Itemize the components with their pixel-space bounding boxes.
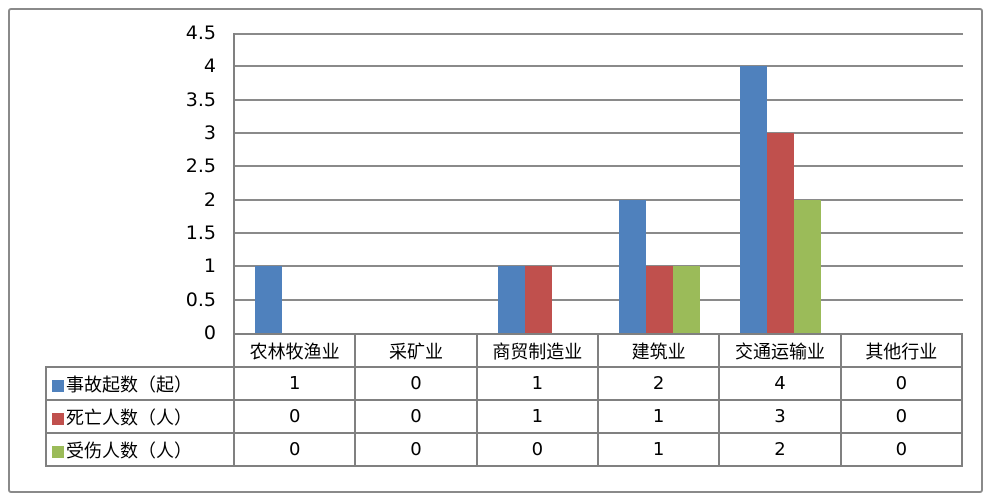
bar <box>794 199 822 333</box>
category-header-cell: 采矿业 <box>354 333 478 368</box>
legend-swatch <box>52 445 64 458</box>
bar <box>255 266 283 333</box>
bar <box>767 133 795 333</box>
legend-swatch <box>52 412 64 425</box>
value-cell: 3 <box>718 399 842 434</box>
bars-layer <box>235 33 963 333</box>
table-row: 受伤人数（人） 0 0 0 1 2 0 <box>45 432 964 467</box>
y-axis-tick-label: 1.5 <box>185 222 216 244</box>
category-header-cell: 农林牧渔业 <box>232 333 357 368</box>
value-cell: 0 <box>354 399 478 434</box>
data-table: 农林牧渔业 采矿业 商贸制造业 建筑业 交通运输业 其他行业 事故起数（起） 1 0 1 2 4 0 死… <box>45 333 964 467</box>
gridline <box>235 98 963 101</box>
value-cell: 1 <box>596 399 721 434</box>
value-cell: 2 <box>718 432 842 467</box>
y-axis-tick-label: 3.5 <box>185 88 216 111</box>
bar <box>497 266 525 333</box>
value-cell: 0 <box>839 432 964 467</box>
y-axis-tick-label: 3 <box>203 122 216 144</box>
value-cell: 2 <box>596 366 721 401</box>
bar-group <box>720 33 841 333</box>
bar <box>646 266 674 333</box>
y-axis-tick-label: 2.5 <box>185 155 216 178</box>
table-row: 死亡人数（人） 0 0 1 1 3 0 <box>45 399 964 434</box>
value-cell: 0 <box>354 432 478 467</box>
gridline <box>235 65 963 68</box>
table-row: 事故起数（起） 1 0 1 2 4 0 <box>45 366 964 401</box>
legend-cell: 受伤人数（人） <box>45 432 235 467</box>
y-axis-tick-label: 2 <box>203 188 216 211</box>
category-header-cell: 建筑业 <box>596 333 721 368</box>
y-axis-tick-label: 0.5 <box>185 288 216 311</box>
value-cell: 0 <box>354 366 478 401</box>
bar-group <box>842 33 963 333</box>
legend-swatch <box>52 379 64 392</box>
value-cell: 1 <box>596 432 721 467</box>
bar <box>619 199 647 333</box>
value-cell: 4 <box>718 366 842 401</box>
value-cell: 0 <box>839 366 964 401</box>
bar-group <box>599 33 720 333</box>
category-header-cell: 交通运输业 <box>718 333 842 368</box>
value-cell: 1 <box>475 399 599 434</box>
value-cell: 0 <box>232 432 357 467</box>
value-cell: 0 <box>839 399 964 434</box>
bar-group <box>478 33 599 333</box>
gridline <box>235 165 963 168</box>
legend-cell: 事故起数（起） <box>45 366 235 401</box>
bar-group <box>235 33 356 333</box>
value-cell: 0 <box>475 432 599 467</box>
gridline <box>235 298 963 301</box>
bar <box>673 266 701 333</box>
y-axis-tick-label: 4 <box>203 55 216 78</box>
gridline <box>235 33 963 35</box>
category-header-cell: 商贸制造业 <box>475 333 599 368</box>
value-cell: 1 <box>232 366 357 401</box>
y-axis-tick-label: 0 <box>203 322 216 344</box>
series-name: 死亡人数（人） <box>66 407 192 429</box>
y-axis-tick-label: 1 <box>203 255 216 278</box>
gridline <box>235 132 963 134</box>
gridline <box>235 198 963 201</box>
series-name: 事故起数（起） <box>66 374 192 396</box>
value-cell: 1 <box>475 366 599 401</box>
y-axis-tick-label: 4.5 <box>185 22 216 44</box>
series-name: 受伤人数（人） <box>66 440 192 462</box>
legend-cell: 死亡人数（人） <box>45 399 235 434</box>
bar <box>740 66 768 333</box>
category-header-cell: 其他行业 <box>839 333 964 368</box>
gridline <box>235 265 963 268</box>
y-axis: 4.5 4 3.5 3 2.5 2 1.5 1 0.5 0 <box>0 22 216 344</box>
bar <box>524 266 552 333</box>
category-header-row: 农林牧渔业 采矿业 商贸制造业 建筑业 交通运输业 其他行业 <box>46 333 964 368</box>
plot-area <box>233 33 963 333</box>
value-cell: 0 <box>232 399 357 434</box>
bar-group <box>356 33 477 333</box>
gridline <box>235 232 963 234</box>
table-corner <box>46 334 234 367</box>
